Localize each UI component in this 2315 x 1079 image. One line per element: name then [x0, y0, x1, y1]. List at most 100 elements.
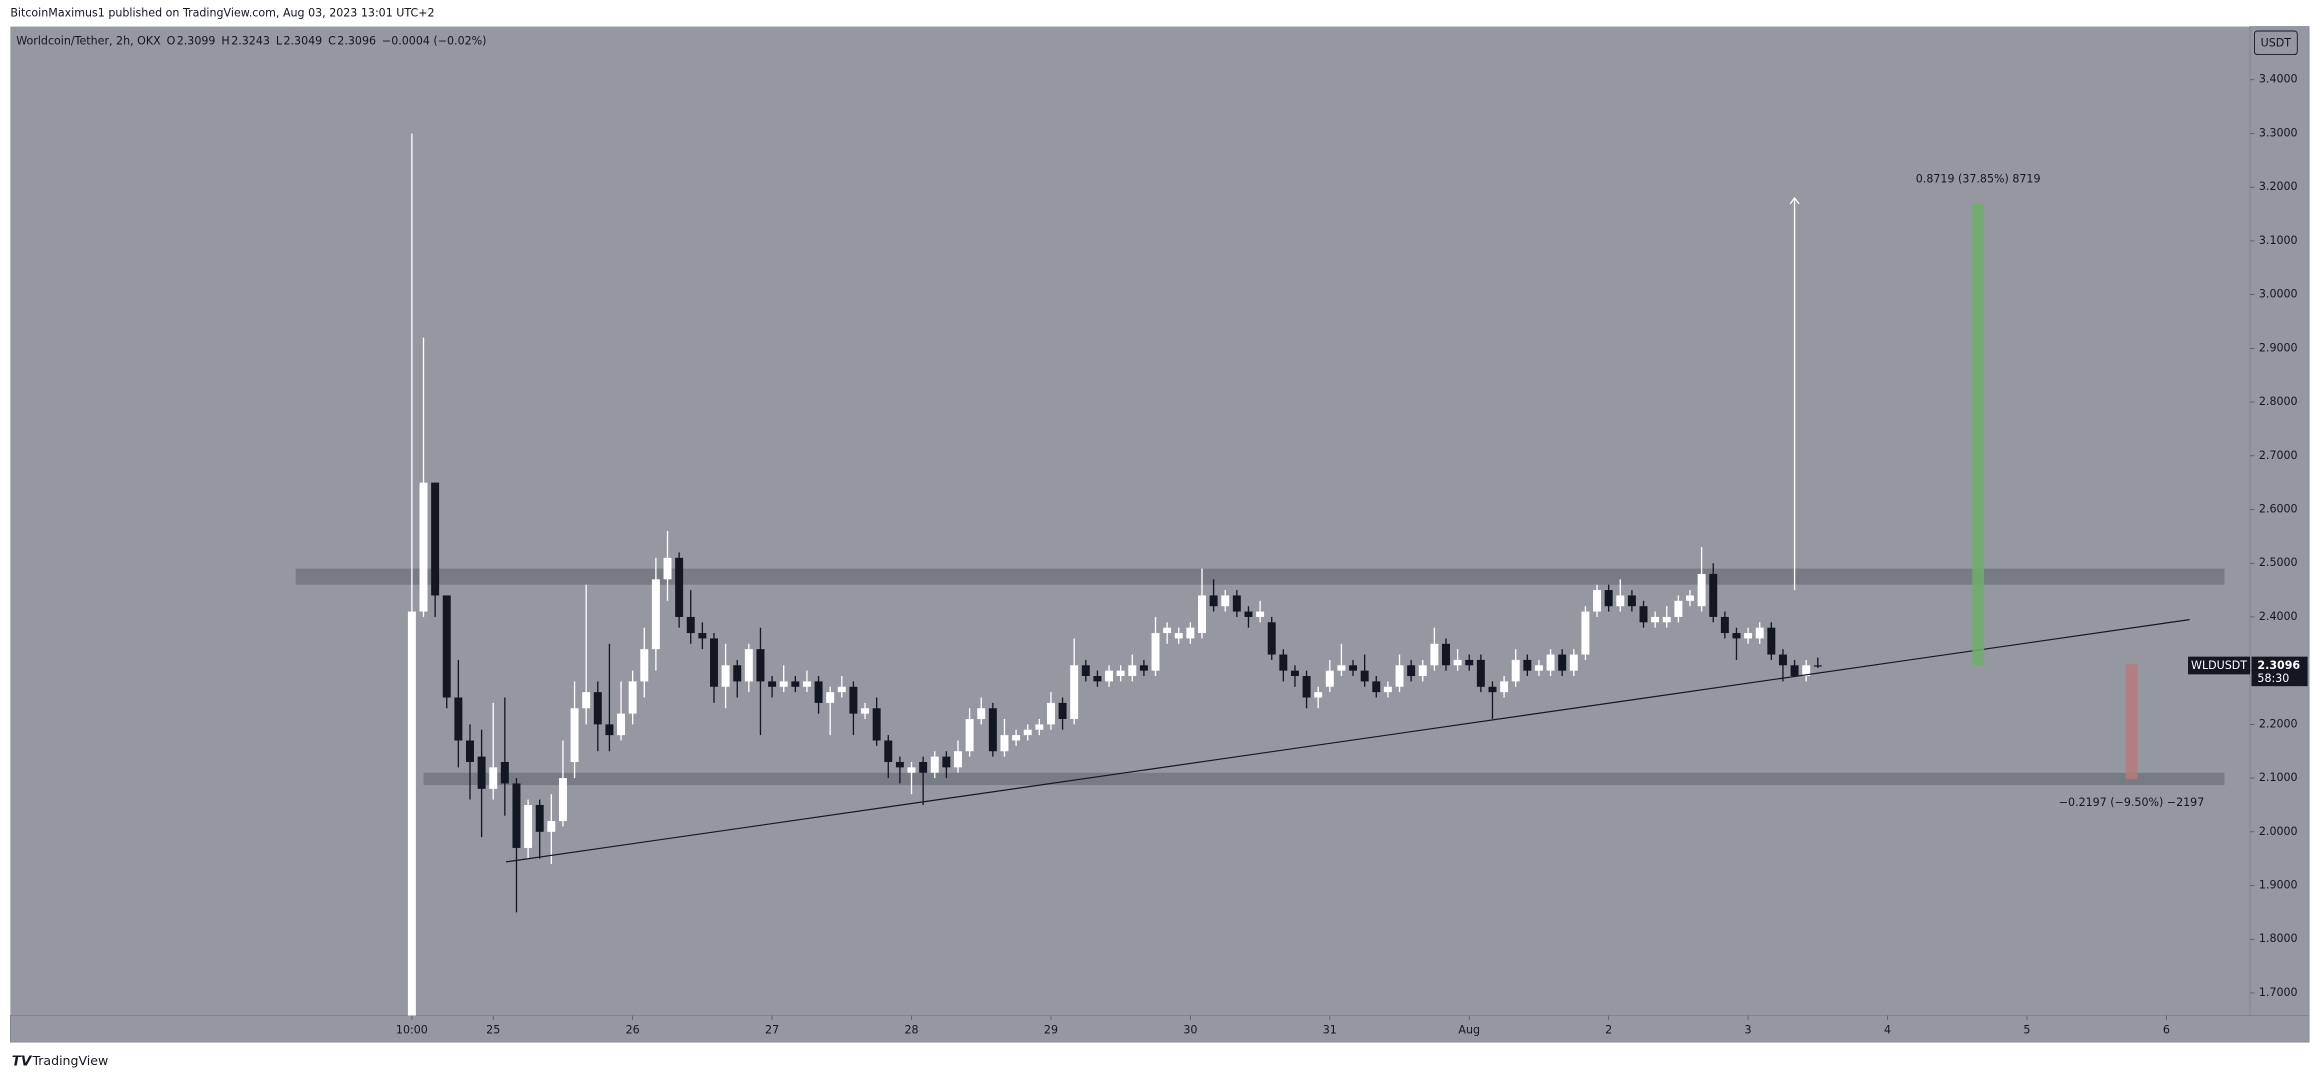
candle-body: [617, 713, 626, 736]
candle-body: [675, 557, 684, 617]
y-tick-label: 1.8000: [2259, 932, 2298, 945]
candle-body: [849, 686, 858, 714]
legend-symbol: Worldcoin/Tether, 2h, OKX: [16, 34, 161, 47]
candle-body: [1232, 595, 1241, 612]
candle-body: [489, 767, 498, 789]
time-axis: [9, 1015, 2310, 1043]
x-tick-label: 2: [1605, 1023, 1612, 1036]
candle-body: [744, 649, 753, 682]
candle-body: [419, 482, 428, 612]
symbol-label: WLDUSDT: [2191, 659, 2247, 672]
candle-body: [663, 557, 672, 580]
currency-label[interactable]: USDT: [2261, 37, 2292, 50]
y-tick-label: 2.0000: [2259, 825, 2298, 838]
x-tick-label: 26: [626, 1023, 640, 1036]
legend-change: −0.0004 (−0.02%): [382, 34, 487, 47]
candle-body: [686, 616, 695, 634]
candle-body: [1035, 724, 1044, 730]
candle-body: [1802, 665, 1811, 677]
legend-h-label: H: [221, 34, 229, 47]
candle-body: [1558, 654, 1567, 671]
candle-body: [1720, 616, 1729, 634]
candle-body: [1476, 659, 1485, 687]
candle-body: [802, 681, 811, 687]
candle-body: [1244, 611, 1253, 617]
candle-body: [582, 692, 591, 709]
trendline: [505, 619, 2190, 863]
candle-body: [1767, 627, 1776, 655]
candle-body: [1732, 633, 1741, 639]
candle-body: [500, 761, 509, 784]
candle-body: [1488, 686, 1497, 693]
candle-body: [535, 804, 544, 832]
y-tick-label: 2.9000: [2259, 341, 2298, 354]
price-axis: [2249, 26, 2310, 1016]
candle-body: [1186, 627, 1195, 639]
legend-c: 2.3096: [337, 34, 376, 47]
currency-button[interactable]: [2254, 30, 2298, 56]
legend-c-label: C: [328, 34, 336, 47]
y-tick-label: 3.0000: [2259, 288, 2298, 301]
candle-body: [779, 681, 788, 687]
candle-body: [1511, 659, 1520, 682]
y-tick-label: 3.2000: [2259, 180, 2298, 193]
candle-body: [1616, 595, 1625, 607]
candle-body: [1407, 665, 1416, 677]
candle-body: [1267, 622, 1276, 655]
candle-body: [593, 692, 602, 725]
candle-body: [1209, 595, 1218, 607]
candle-body: [1046, 702, 1055, 725]
y-tick-label: 3.1000: [2259, 234, 2298, 247]
candle-body: [1790, 665, 1799, 677]
candle-body: [1534, 665, 1543, 671]
logo-text: TradingView: [31, 1053, 108, 1068]
candle-body: [919, 761, 928, 773]
candle-body: [1569, 654, 1578, 671]
y-tick-label: 2.4000: [2259, 610, 2298, 623]
candle-body: [1581, 611, 1590, 655]
x-tick-label: Aug: [1458, 1023, 1480, 1036]
candle-body: [1174, 633, 1183, 639]
candle-body: [1430, 643, 1439, 666]
candle-body: [907, 767, 916, 773]
candle-body: [1325, 670, 1334, 687]
candle-body: [1360, 670, 1369, 682]
candle-body: [1639, 606, 1648, 623]
publisher-note: BitcoinMaximus1 published on TradingView…: [10, 6, 434, 19]
candle-body: [1453, 659, 1462, 666]
candle-body: [628, 681, 637, 714]
legend-header: Worldcoin/Tether, 2h, OKX O 2.3099 H 2.3243 L…: [16, 34, 486, 47]
sr-zone: [295, 568, 2225, 585]
x-tick-label: 10:00: [396, 1023, 428, 1036]
candle-body: [1500, 681, 1509, 693]
legend-l-label: L: [276, 34, 283, 47]
x-tick-label: 6: [2163, 1023, 2170, 1036]
candle-body: [1442, 643, 1450, 666]
y-tick-label: 2.6000: [2259, 503, 2298, 516]
x-tick-label: 28: [904, 1023, 918, 1036]
candle-body: [1465, 659, 1474, 666]
candle-body: [1151, 633, 1160, 671]
candle-body: [895, 761, 904, 768]
countdown: 58:30: [2257, 672, 2289, 685]
candle-body: [1604, 590, 1613, 607]
candle-body: [1372, 681, 1381, 693]
candle-body: [1337, 665, 1346, 671]
candle-body: [1674, 600, 1683, 617]
candle-body: [1383, 686, 1392, 693]
x-tick-label: 29: [1044, 1023, 1058, 1036]
candle-body: [1012, 735, 1021, 741]
y-tick-label: 1.9000: [2259, 879, 2298, 892]
candle-body: [1395, 665, 1404, 687]
candle-body: [547, 821, 556, 832]
candle-body: [1093, 676, 1102, 682]
candle-body: [1116, 670, 1125, 677]
y-tick-label: 3.3000: [2259, 126, 2298, 139]
y-tick-label: 2.5000: [2259, 556, 2298, 569]
candle-body: [710, 638, 718, 687]
legend-o-label: O: [167, 34, 176, 47]
candle-body: [1778, 654, 1787, 666]
candle-body: [1221, 595, 1230, 607]
candle-body: [1314, 692, 1323, 698]
